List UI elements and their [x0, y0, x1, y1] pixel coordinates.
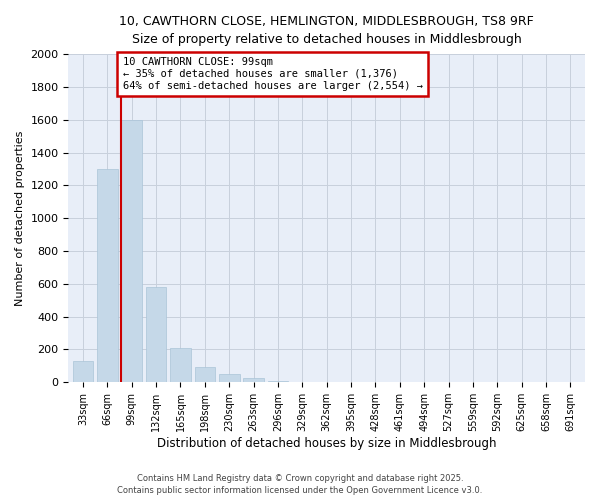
Bar	[73, 361, 94, 382]
X-axis label: Distribution of detached houses by size in Middlesbrough: Distribution of detached houses by size …	[157, 437, 496, 450]
Bar	[146, 287, 166, 382]
Bar	[121, 120, 142, 382]
Text: Contains HM Land Registry data © Crown copyright and database right 2025.
Contai: Contains HM Land Registry data © Crown c…	[118, 474, 482, 495]
Bar	[194, 366, 215, 382]
Bar	[243, 378, 264, 382]
Bar	[219, 374, 239, 382]
Title: 10, CAWTHORN CLOSE, HEMLINGTON, MIDDLESBROUGH, TS8 9RF
Size of property relative: 10, CAWTHORN CLOSE, HEMLINGTON, MIDDLESB…	[119, 15, 534, 46]
Bar	[97, 169, 118, 382]
Y-axis label: Number of detached properties: Number of detached properties	[15, 130, 25, 306]
Bar	[170, 348, 191, 382]
Text: 10 CAWTHORN CLOSE: 99sqm
← 35% of detached houses are smaller (1,376)
64% of sem: 10 CAWTHORN CLOSE: 99sqm ← 35% of detach…	[122, 58, 422, 90]
